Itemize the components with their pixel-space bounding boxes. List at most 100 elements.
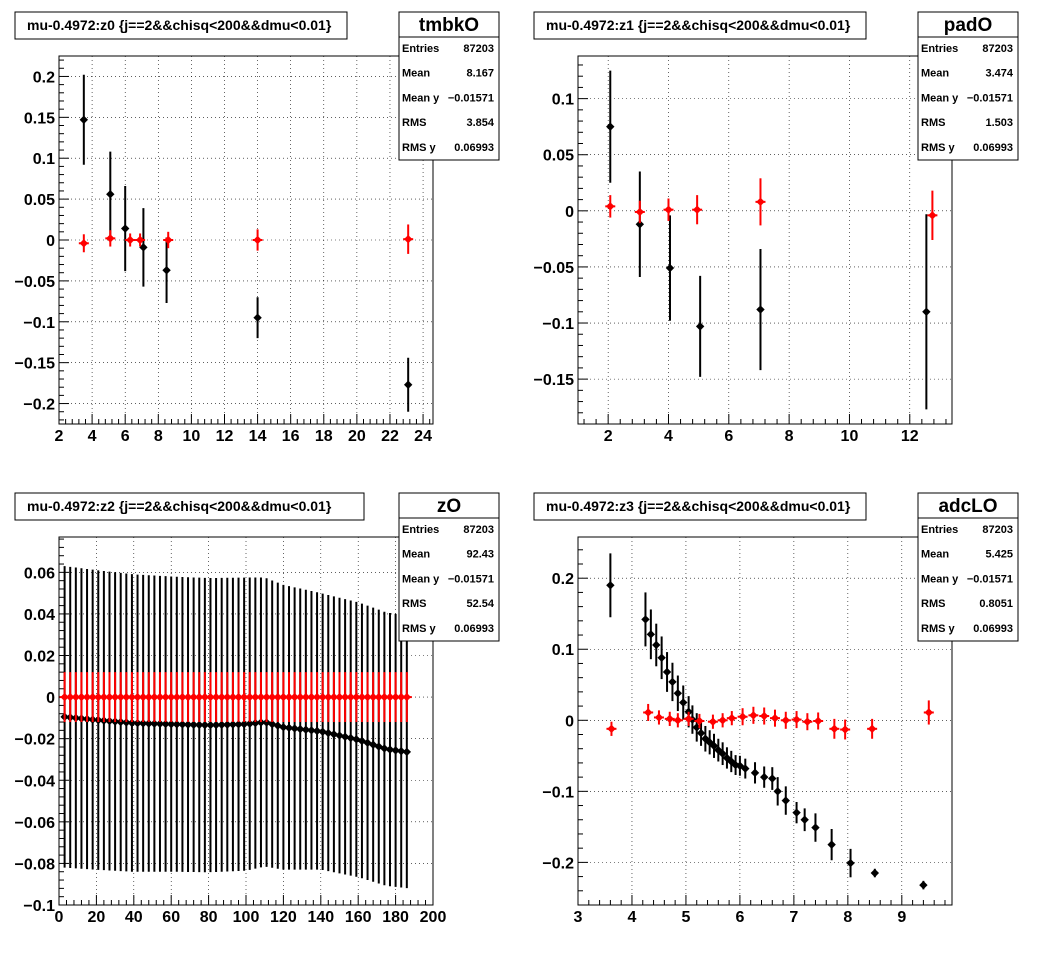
stats-value: 0.06993 [454, 623, 494, 635]
stats-name: adcLO [938, 496, 997, 517]
y-tick-label: −0.08 [15, 856, 56, 873]
data-point [167, 719, 176, 729]
data-point [665, 714, 674, 724]
data-point [756, 305, 765, 314]
stats-value: 0.06993 [973, 142, 1013, 154]
data-point [692, 723, 701, 732]
data-point [368, 692, 378, 702]
x-tick-label: 2 [55, 428, 64, 445]
data-point [340, 732, 350, 742]
data-point [251, 718, 260, 728]
title-box [14, 11, 348, 40]
stats-label: RMS [921, 117, 945, 129]
data-point [811, 823, 820, 832]
data-point [88, 692, 97, 702]
data-point [206, 692, 215, 702]
data-point [251, 692, 260, 702]
data-point [662, 667, 672, 677]
stats-value: 3.854 [466, 117, 494, 129]
y-tick-label: 0.2 [552, 571, 574, 588]
data-point [79, 115, 89, 124]
data-point [284, 692, 294, 702]
x-tick-label: 6 [735, 909, 744, 926]
y-tick-label: −0.1 [23, 315, 55, 332]
stats-value: 0.06993 [973, 623, 1013, 635]
data-point [318, 692, 327, 702]
data-point [759, 772, 769, 782]
data-point [211, 692, 221, 702]
data-point [318, 727, 327, 737]
y-tick-label: −0.2 [542, 855, 574, 872]
stats-label: Mean [921, 549, 949, 561]
data-point [161, 719, 170, 729]
data-point [122, 692, 131, 702]
chart-panel-0: 2 4 6 8 10 12 14 16 18 20 22 24−0.2−0.15−0.1−0.0500… [14, 11, 500, 445]
data-point [245, 692, 254, 702]
title-box [533, 492, 867, 521]
data-point [183, 720, 193, 729]
stats-label: RMS y [921, 142, 956, 154]
data-point [127, 718, 137, 728]
data-point [380, 692, 389, 702]
data-point [162, 266, 171, 275]
data-point [727, 757, 736, 766]
chart-panel-2: 0 20 40 60 80 100 120 140 160 180 200 −0.1 −0.08 −0.0… [14, 492, 500, 926]
data-point [380, 744, 389, 753]
data-point [71, 692, 81, 702]
x-tick-label: 8 [154, 428, 163, 445]
data-point [290, 692, 299, 702]
data-point [346, 692, 355, 702]
data-point [301, 725, 311, 734]
data-point [781, 796, 790, 805]
data-point [718, 749, 727, 758]
data-point [183, 692, 193, 702]
y-tick-label: −0.1 [542, 316, 574, 333]
data-point [363, 692, 372, 702]
data-point [253, 313, 262, 322]
data-point [144, 719, 153, 728]
y-tick-label: 0 [565, 713, 574, 730]
data-point [643, 708, 653, 717]
data-point [657, 653, 666, 662]
x-tick-label: 2 [604, 428, 613, 445]
stats-value: 52.54 [466, 598, 494, 610]
x-tick-label: 20 [348, 428, 366, 445]
stats-label: Mean [921, 68, 949, 80]
data-point [867, 724, 877, 734]
data-point [335, 731, 344, 740]
data-point [329, 692, 339, 702]
y-tick-label: 0 [46, 690, 55, 707]
data-point [94, 692, 103, 702]
data-point [135, 235, 145, 245]
data-point [256, 718, 266, 727]
data-point [200, 720, 210, 730]
data-point [827, 840, 836, 849]
x-tick-label: 3 [574, 909, 583, 926]
stats-value: 8.167 [466, 68, 494, 80]
data-point [324, 692, 333, 702]
data-point [189, 692, 198, 702]
plot-frame [58, 55, 434, 425]
data-point [770, 713, 780, 723]
data-point [116, 692, 125, 702]
data-point [750, 768, 760, 778]
data-point [200, 692, 210, 702]
data-point [727, 713, 737, 723]
data-point [781, 716, 790, 725]
data-point [664, 205, 673, 214]
data-point [167, 692, 176, 702]
stats-value: 1.503 [985, 117, 1013, 129]
x-tick-label: 12 [216, 428, 234, 445]
x-tick-label: 6 [724, 428, 733, 445]
data-point [155, 719, 165, 729]
data-point [346, 733, 355, 743]
data-point [296, 724, 305, 734]
data-point [403, 380, 413, 389]
data-point [759, 711, 769, 721]
x-tick-label: 0 [55, 909, 64, 926]
data-point [391, 746, 400, 755]
stats-label: Mean y [921, 92, 959, 104]
data-point [607, 724, 616, 734]
y-tick-label: −0.04 [15, 773, 56, 790]
data-point [150, 719, 159, 728]
